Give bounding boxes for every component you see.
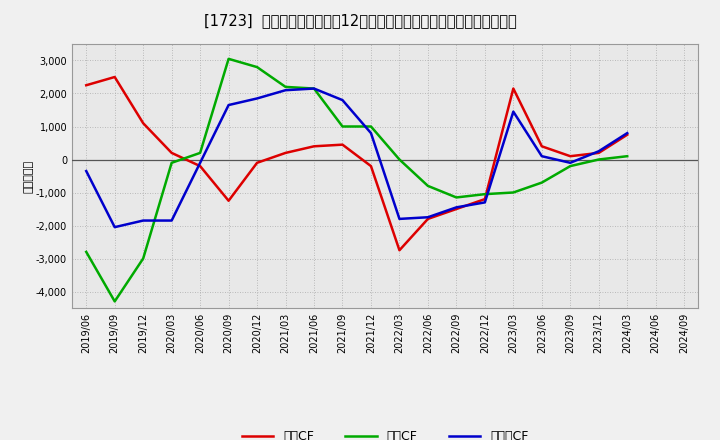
営業CF <box>310 143 318 149</box>
営業CF <box>253 160 261 165</box>
営業CF <box>566 154 575 159</box>
フリーCF <box>623 131 631 136</box>
投資CF <box>480 191 489 197</box>
営業CF <box>423 216 432 222</box>
フリーCF <box>196 160 204 165</box>
Text: [1723]  キャッシュフローの12か月移動合計の対前年同期増減額の推移: [1723] キャッシュフローの12か月移動合計の対前年同期増減額の推移 <box>204 13 516 28</box>
投資CF <box>225 56 233 62</box>
営業CF <box>196 164 204 169</box>
フリーCF <box>167 218 176 223</box>
営業CF <box>338 142 347 147</box>
投資CF <box>595 157 603 162</box>
フリーCF <box>366 131 375 136</box>
投資CF <box>338 124 347 129</box>
フリーCF <box>110 224 119 230</box>
営業CF <box>167 150 176 156</box>
フリーCF <box>537 154 546 159</box>
Line: 営業CF: 営業CF <box>86 77 627 250</box>
投資CF <box>537 180 546 185</box>
営業CF <box>366 164 375 169</box>
フリーCF <box>82 169 91 174</box>
営業CF <box>452 206 461 212</box>
投資CF <box>167 160 176 165</box>
Legend: 営業CF, 投資CF, フリーCF: 営業CF, 投資CF, フリーCF <box>237 425 534 440</box>
フリーCF <box>139 218 148 223</box>
営業CF <box>537 143 546 149</box>
フリーCF <box>395 216 404 222</box>
投資CF <box>509 190 518 195</box>
投資CF <box>395 157 404 162</box>
フリーCF <box>423 215 432 220</box>
投資CF <box>423 183 432 188</box>
営業CF <box>139 121 148 126</box>
フリーCF <box>566 160 575 165</box>
営業CF <box>395 248 404 253</box>
営業CF <box>509 86 518 91</box>
投資CF <box>310 86 318 91</box>
フリーCF <box>595 149 603 154</box>
営業CF <box>595 150 603 156</box>
営業CF <box>623 132 631 137</box>
営業CF <box>82 83 91 88</box>
投資CF <box>139 256 148 261</box>
フリーCF <box>338 97 347 103</box>
投資CF <box>196 150 204 156</box>
フリーCF <box>310 86 318 91</box>
投資CF <box>366 124 375 129</box>
投資CF <box>623 154 631 159</box>
フリーCF <box>282 88 290 93</box>
投資CF <box>253 64 261 70</box>
投資CF <box>452 195 461 200</box>
Line: フリーCF: フリーCF <box>86 88 627 227</box>
投資CF <box>110 299 119 304</box>
投資CF <box>82 249 91 255</box>
営業CF <box>110 74 119 80</box>
フリーCF <box>509 109 518 114</box>
フリーCF <box>225 103 233 108</box>
投資CF <box>282 84 290 90</box>
フリーCF <box>452 205 461 210</box>
営業CF <box>225 198 233 203</box>
フリーCF <box>253 96 261 101</box>
フリーCF <box>480 200 489 205</box>
営業CF <box>282 150 290 156</box>
投資CF <box>566 164 575 169</box>
Line: 投資CF: 投資CF <box>86 59 627 301</box>
Y-axis label: （百万円）: （百万円） <box>23 159 33 193</box>
営業CF <box>480 197 489 202</box>
